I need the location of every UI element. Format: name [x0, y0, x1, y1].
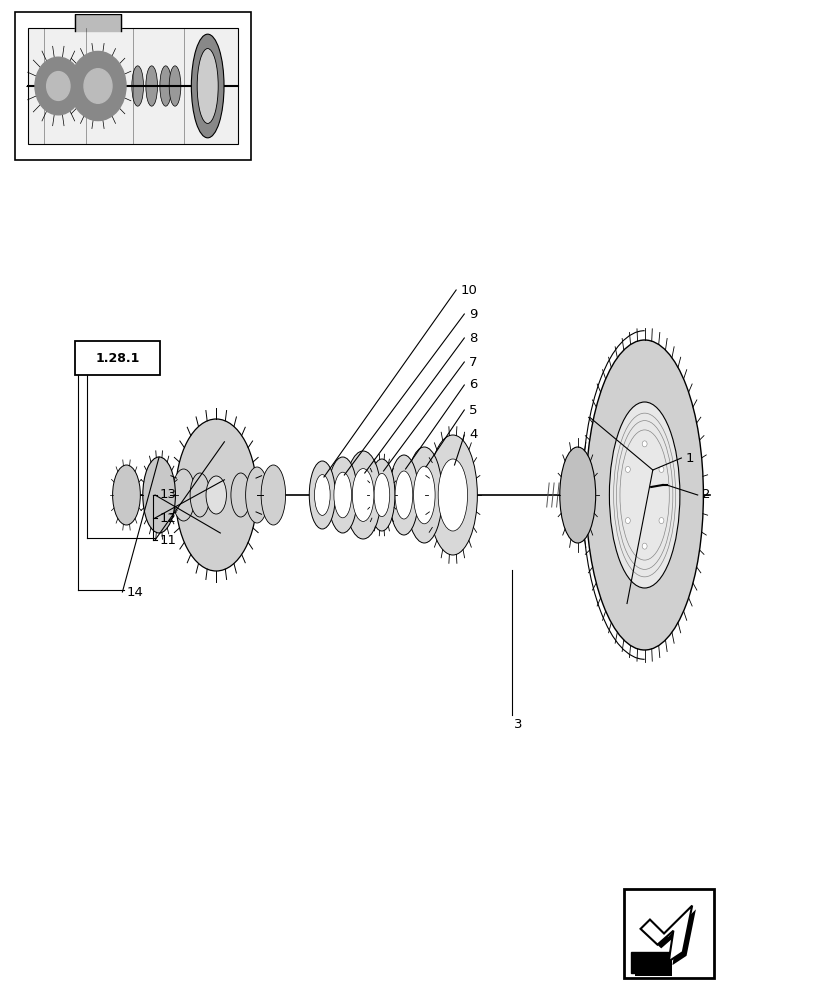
Text: 14: 14: [126, 585, 144, 598]
Ellipse shape: [560, 447, 596, 543]
Text: 6: 6: [469, 378, 477, 391]
Ellipse shape: [231, 473, 251, 517]
Ellipse shape: [369, 459, 395, 531]
Text: 5: 5: [469, 403, 477, 416]
Ellipse shape: [190, 473, 210, 517]
FancyBboxPatch shape: [28, 28, 238, 144]
Ellipse shape: [334, 472, 352, 518]
Ellipse shape: [389, 455, 419, 535]
Text: 3: 3: [514, 718, 522, 732]
Text: 2: 2: [702, 488, 710, 502]
Ellipse shape: [414, 466, 435, 524]
Ellipse shape: [132, 66, 144, 106]
Ellipse shape: [160, 66, 171, 106]
Text: 7: 7: [469, 356, 477, 368]
Ellipse shape: [197, 49, 218, 123]
Text: 1.28.1: 1.28.1: [95, 352, 140, 364]
Ellipse shape: [438, 459, 468, 531]
Ellipse shape: [191, 34, 224, 138]
Bar: [15, 12, 251, 160]
Ellipse shape: [328, 457, 357, 533]
Ellipse shape: [659, 518, 664, 524]
Ellipse shape: [625, 466, 630, 472]
Ellipse shape: [175, 419, 257, 571]
Ellipse shape: [625, 518, 630, 524]
Ellipse shape: [395, 471, 413, 519]
Circle shape: [47, 72, 70, 100]
Text: 11: 11: [159, 534, 176, 546]
Polygon shape: [641, 906, 692, 961]
Polygon shape: [645, 909, 696, 965]
Ellipse shape: [642, 441, 647, 447]
Circle shape: [35, 57, 82, 115]
Ellipse shape: [143, 457, 175, 533]
Ellipse shape: [172, 469, 195, 521]
Text: 13: 13: [159, 488, 176, 502]
Ellipse shape: [353, 469, 374, 521]
Ellipse shape: [428, 435, 477, 555]
Text: 1: 1: [685, 452, 694, 464]
Ellipse shape: [659, 466, 664, 472]
Ellipse shape: [169, 66, 181, 106]
Ellipse shape: [642, 543, 647, 549]
Text: 9: 9: [469, 308, 477, 320]
Text: 12: 12: [159, 512, 176, 524]
Ellipse shape: [314, 475, 330, 515]
FancyBboxPatch shape: [75, 341, 160, 375]
Ellipse shape: [610, 402, 680, 588]
Text: 4: 4: [469, 428, 477, 442]
Circle shape: [70, 51, 126, 121]
Circle shape: [84, 69, 112, 103]
Ellipse shape: [206, 476, 227, 514]
Polygon shape: [586, 340, 703, 650]
Ellipse shape: [309, 461, 335, 529]
Polygon shape: [635, 956, 672, 976]
Ellipse shape: [345, 451, 381, 539]
Ellipse shape: [406, 447, 442, 543]
Text: 10: 10: [461, 284, 478, 296]
Ellipse shape: [146, 66, 157, 106]
Ellipse shape: [113, 465, 140, 525]
Ellipse shape: [261, 465, 286, 525]
Ellipse shape: [374, 473, 390, 517]
Text: 8: 8: [469, 332, 477, 344]
Polygon shape: [632, 952, 669, 973]
Ellipse shape: [246, 467, 268, 523]
